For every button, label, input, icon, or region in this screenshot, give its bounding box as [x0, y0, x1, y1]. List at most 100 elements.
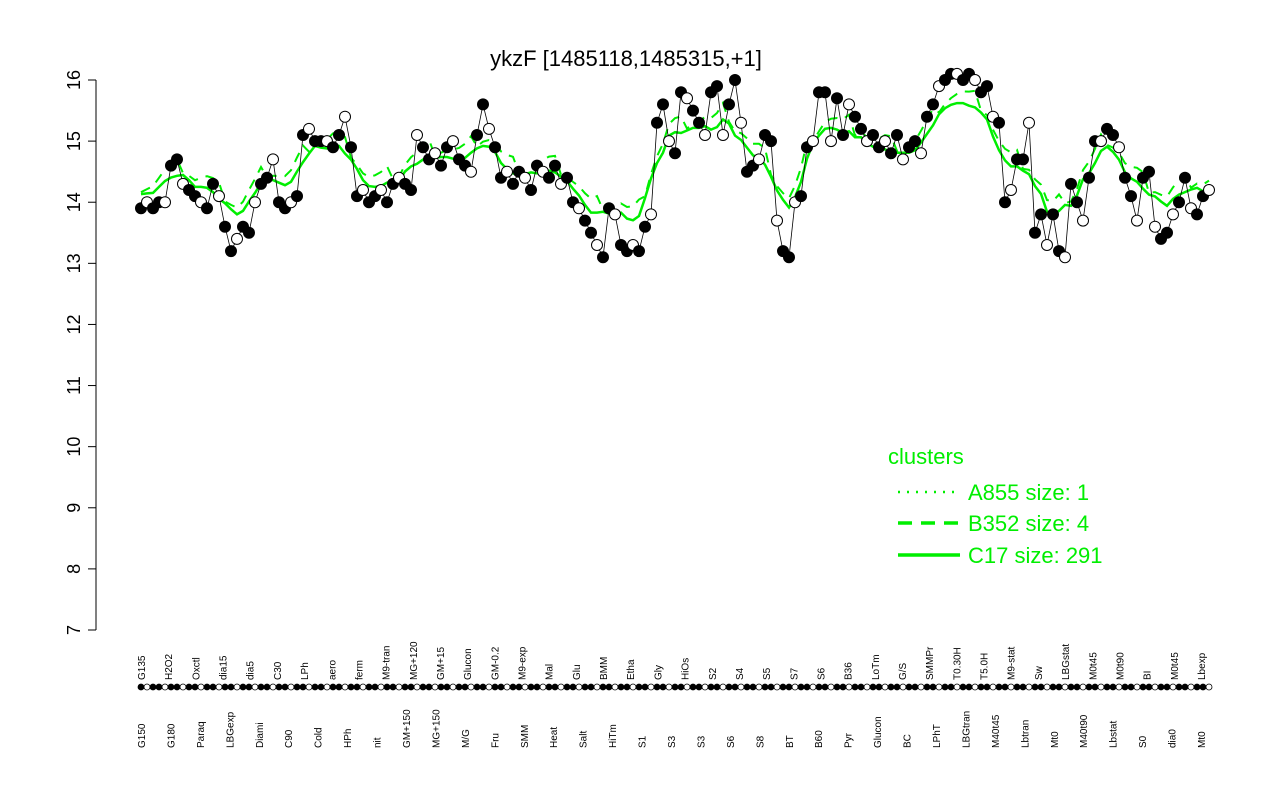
- x-label-lower: M40t90: [1079, 714, 1090, 748]
- data-point: [765, 135, 777, 148]
- data-point: [891, 129, 903, 141]
- rug-mark: [1001, 683, 1009, 691]
- rug-mark: [833, 683, 841, 691]
- x-label-upper: dia15: [219, 655, 230, 680]
- x-label-lower: S3: [667, 735, 678, 748]
- rug-mark: [881, 683, 889, 691]
- data-point: [1071, 196, 1083, 209]
- x-label-lower: nit: [373, 737, 384, 748]
- x-label-lower: Glucon: [873, 716, 884, 748]
- rug-mark: [1085, 683, 1093, 691]
- data-point: [585, 226, 597, 239]
- data-point: [159, 196, 171, 209]
- rug-mark: [1205, 683, 1213, 691]
- data-point: [735, 116, 747, 129]
- data-point: [465, 165, 477, 178]
- rug-mark: [713, 683, 721, 691]
- rug-mark: [1199, 683, 1207, 691]
- rug-mark: [599, 683, 607, 691]
- rug-mark: [875, 683, 883, 691]
- data-point: [753, 153, 765, 166]
- data-point: [819, 86, 831, 99]
- data-point: [1203, 184, 1215, 196]
- data-point: [339, 110, 351, 123]
- rug-mark: [257, 683, 265, 691]
- rug-mark: [143, 683, 151, 691]
- data-point: [1161, 226, 1173, 239]
- rug-mark: [509, 683, 517, 691]
- rug-mark: [245, 683, 253, 691]
- data-point: [411, 129, 423, 141]
- rug-mark: [299, 683, 307, 691]
- rug-mark: [977, 683, 985, 691]
- data-point: [561, 171, 573, 184]
- data-point: [795, 190, 807, 203]
- data-point: [609, 208, 621, 221]
- rug-mark: [293, 683, 301, 691]
- x-label-lower: Lbstat: [1109, 721, 1120, 748]
- rug-mark: [221, 683, 229, 691]
- rug-mark: [791, 683, 799, 691]
- x-label-upper: LBGstat: [1061, 644, 1072, 680]
- rug-mark: [629, 683, 637, 691]
- rug-mark: [1019, 683, 1027, 691]
- x-label-upper: Gly: [653, 665, 664, 680]
- data-point: [831, 92, 843, 105]
- x-label-upper: dia5: [246, 661, 257, 680]
- rug-mark: [557, 683, 565, 691]
- rug-mark: [1169, 683, 1177, 691]
- y-tick-label: 8: [64, 564, 84, 574]
- rug-mark: [1067, 683, 1075, 691]
- data-point: [849, 110, 861, 123]
- data-point: [207, 177, 219, 190]
- x-label-lower: Cold: [314, 727, 325, 748]
- data-point: [375, 184, 387, 196]
- data-point: [867, 129, 879, 141]
- x-label-upper: M0t90: [1115, 652, 1126, 680]
- data-point: [1125, 190, 1137, 203]
- data-point: [1059, 251, 1071, 264]
- data-point: [855, 122, 867, 135]
- rug-mark: [863, 683, 871, 691]
- rug-mark: [323, 683, 331, 691]
- x-label-upper: G135: [137, 655, 148, 680]
- rug-mark: [899, 683, 907, 691]
- rug-mark: [653, 683, 661, 691]
- rug-mark: [1091, 683, 1099, 691]
- x-label-lower: Heat: [549, 727, 560, 748]
- data-point: [1107, 129, 1119, 141]
- rug-mark: [563, 683, 571, 691]
- data-point: [885, 147, 897, 160]
- rug-mark: [389, 683, 397, 691]
- rug-mark: [167, 683, 175, 691]
- x-label-upper: Glu: [572, 664, 583, 680]
- x-label-upper: Etha: [626, 659, 637, 680]
- x-label-upper: GM-0.2: [490, 646, 501, 680]
- data-point: [429, 147, 441, 160]
- x-label-lower: Mt0: [1197, 731, 1208, 748]
- data-point: [1077, 214, 1089, 227]
- rug-mark: [395, 683, 403, 691]
- rug-mark: [491, 683, 499, 691]
- rug-mark: [251, 683, 259, 691]
- y-tick-label: 10: [64, 437, 84, 457]
- data-point: [699, 129, 711, 141]
- rug-mark: [281, 683, 289, 691]
- data-point: [345, 141, 357, 154]
- data-point: [639, 220, 651, 233]
- data-point: [1131, 214, 1143, 227]
- data-point: [267, 153, 279, 166]
- rug-mark: [371, 683, 379, 691]
- x-label-lower: C90: [284, 729, 295, 748]
- x-label-lower: BT: [785, 735, 796, 748]
- rug-mark: [647, 683, 655, 691]
- rug-mark: [701, 683, 709, 691]
- rug-mark: [593, 683, 601, 691]
- rug-mark: [431, 683, 439, 691]
- data-point: [927, 98, 939, 111]
- rug-mark: [233, 683, 241, 691]
- chart-title: ykzF [1485118,1485315,+1]: [490, 46, 762, 71]
- rug-mark: [1163, 683, 1171, 691]
